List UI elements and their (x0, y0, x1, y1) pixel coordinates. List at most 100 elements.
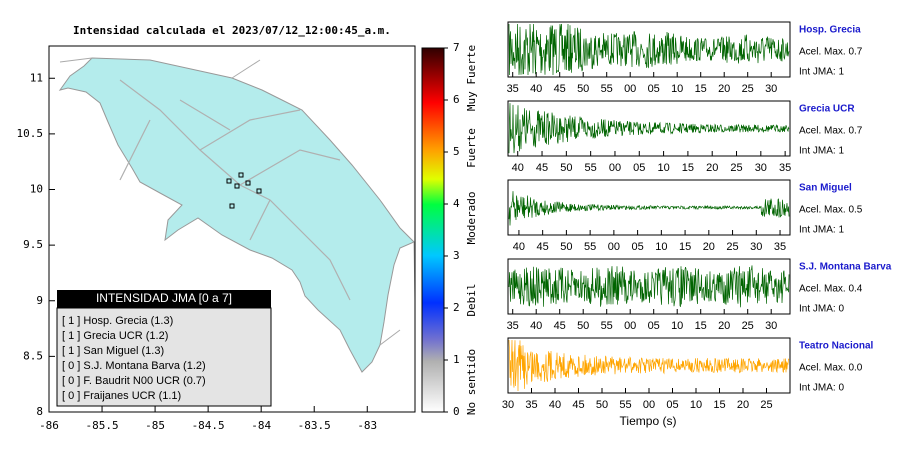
jma-intensity: Int JMA: 1 (799, 146, 844, 157)
colorbar-label: No sentido (465, 349, 478, 415)
station-name: Grecia UCR (799, 104, 855, 115)
x-tick-label: 20 (703, 241, 715, 253)
colorbar-tick-label: 6 (453, 93, 460, 106)
x-tick-label: 50 (560, 162, 572, 174)
legend-title: INTENSIDAD JMA [0 a 7] (96, 291, 232, 305)
x-tick-label: 35 (774, 241, 786, 253)
peak-accel: Acel. Max. 0.0 (799, 363, 863, 374)
x-tick-label: 50 (596, 399, 608, 411)
x-tick-label: 25 (742, 83, 754, 95)
legend-row: [ 0 ] F. Baudrit N00 UCR (0.7) (62, 375, 206, 387)
border (59, 57, 415, 346)
x-tick-label: 40 (530, 83, 542, 95)
x-tick-label: 15 (713, 399, 725, 411)
peak-accel: Acel. Max. 0.7 (799, 47, 863, 58)
waveform (508, 265, 790, 308)
x-tick-label: 50 (577, 320, 589, 332)
x-tick-label: 55 (601, 320, 613, 332)
legend-row: [ 1 ] Hosp. Grecia (1.3) (62, 315, 173, 327)
x-tick-label: 30 (765, 320, 777, 332)
x-tick-label: 45 (572, 399, 584, 411)
x-tick-label: 10 (671, 83, 683, 95)
x-tick-label: 55 (585, 162, 597, 174)
x-tick-label: 30 (750, 241, 762, 253)
x-tick-label: -85 (145, 419, 165, 432)
x-tick-label: 45 (554, 83, 566, 95)
x-tick-label: -84.5 (192, 419, 225, 432)
legend-header (57, 290, 271, 308)
x-tick-label: 05 (633, 162, 645, 174)
y-tick-label: 9 (36, 294, 43, 307)
x-tick-label: 05 (631, 241, 643, 253)
x-tick-label: 20 (737, 399, 749, 411)
legend-row: [ 0 ] S.J. Montana Barva (1.2) (62, 360, 206, 372)
x-tick-label: 00 (609, 162, 621, 174)
x-tick-label: 15 (695, 320, 707, 332)
waveform (508, 23, 790, 76)
x-tick-label: -84 (251, 419, 271, 432)
y-tick-label: 9.5 (23, 238, 43, 251)
x-tick-label: 15 (679, 241, 691, 253)
x-tick-label: 50 (560, 241, 572, 253)
stations (226, 172, 262, 209)
x-tick-label: -83.5 (298, 419, 331, 432)
x-tick-label: 25 (760, 399, 772, 411)
x-tick-label: 55 (619, 399, 631, 411)
x-tick-label: 10 (657, 162, 669, 174)
x-tick-label: 05 (648, 83, 660, 95)
peak-accel: Acel. Max. 0.4 (799, 284, 863, 295)
x-tick-label: 40 (512, 162, 524, 174)
peak-accel: Acel. Max. 0.5 (799, 205, 863, 216)
x-axis-label: Tiempo (s) (620, 414, 677, 428)
x-tick-label: 30 (755, 162, 767, 174)
station-name: Hosp. Grecia (799, 25, 861, 36)
x-tick-label: 10 (655, 241, 667, 253)
y-tick-label: 10 (30, 183, 43, 196)
colorbar-label: Muy Fuerte (465, 45, 478, 111)
x-tick-label: 15 (682, 162, 694, 174)
y-tick-label: 11 (30, 71, 43, 84)
x-tick-label: 00 (624, 83, 636, 95)
x-tick-label: 30 (765, 83, 777, 95)
x-tick-label: 10 (671, 320, 683, 332)
x-tick-label: 10 (690, 399, 702, 411)
x-tick-label: -83 (357, 419, 377, 432)
x-tick-label: 30 (502, 399, 514, 411)
peak-accel: Acel. Max. 0.7 (799, 126, 863, 137)
jma-intensity: Int JMA: 0 (799, 383, 844, 394)
colorbar-label: Debil (465, 283, 478, 316)
colorbar-tick-label: 2 (453, 301, 460, 314)
colorbar-tick-label: 1 (453, 353, 460, 366)
x-tick-label: 25 (726, 241, 738, 253)
x-tick-label: 35 (525, 399, 537, 411)
legend-box (56, 307, 272, 407)
x-tick-label: 20 (706, 162, 718, 174)
colorbar-label: Moderado (465, 192, 478, 245)
x-tick-label: 50 (577, 83, 589, 95)
waveform (508, 339, 790, 392)
colorbar-tick-label: 7 (453, 41, 460, 54)
x-tick-label: 20 (718, 320, 730, 332)
x-tick-label: 35 (779, 162, 791, 174)
x-tick-label: 40 (530, 320, 542, 332)
x-tick-label: -86 (39, 419, 59, 432)
jma-intensity: Int JMA: 1 (799, 225, 844, 236)
x-tick-label: -85.5 (85, 419, 118, 432)
x-tick-label: 05 (666, 399, 678, 411)
map-frame (48, 45, 416, 413)
map-title: Intensidad calculada el 2023/07/12_12:00… (73, 24, 391, 37)
jma-intensity: Int JMA: 0 (799, 304, 844, 315)
costa-rica (58, 57, 415, 373)
legend-row: [ 1 ] Grecia UCR (1.2) (62, 330, 168, 342)
x-tick-label: 25 (742, 320, 754, 332)
x-tick-label: 55 (601, 83, 613, 95)
colorbar-tick-label: 3 (453, 249, 460, 262)
x-tick-label: 25 (730, 162, 742, 174)
station-name: Teatro Nacional (799, 341, 873, 352)
legend-row: [ 0 ] Fraijanes UCR (1.1) (62, 390, 181, 402)
station-name: S.J. Montana Barva (799, 262, 892, 273)
colorbar-tick-label: 0 (453, 405, 460, 418)
colorbar-tick-label: 5 (453, 145, 460, 158)
colorbar (421, 47, 445, 413)
